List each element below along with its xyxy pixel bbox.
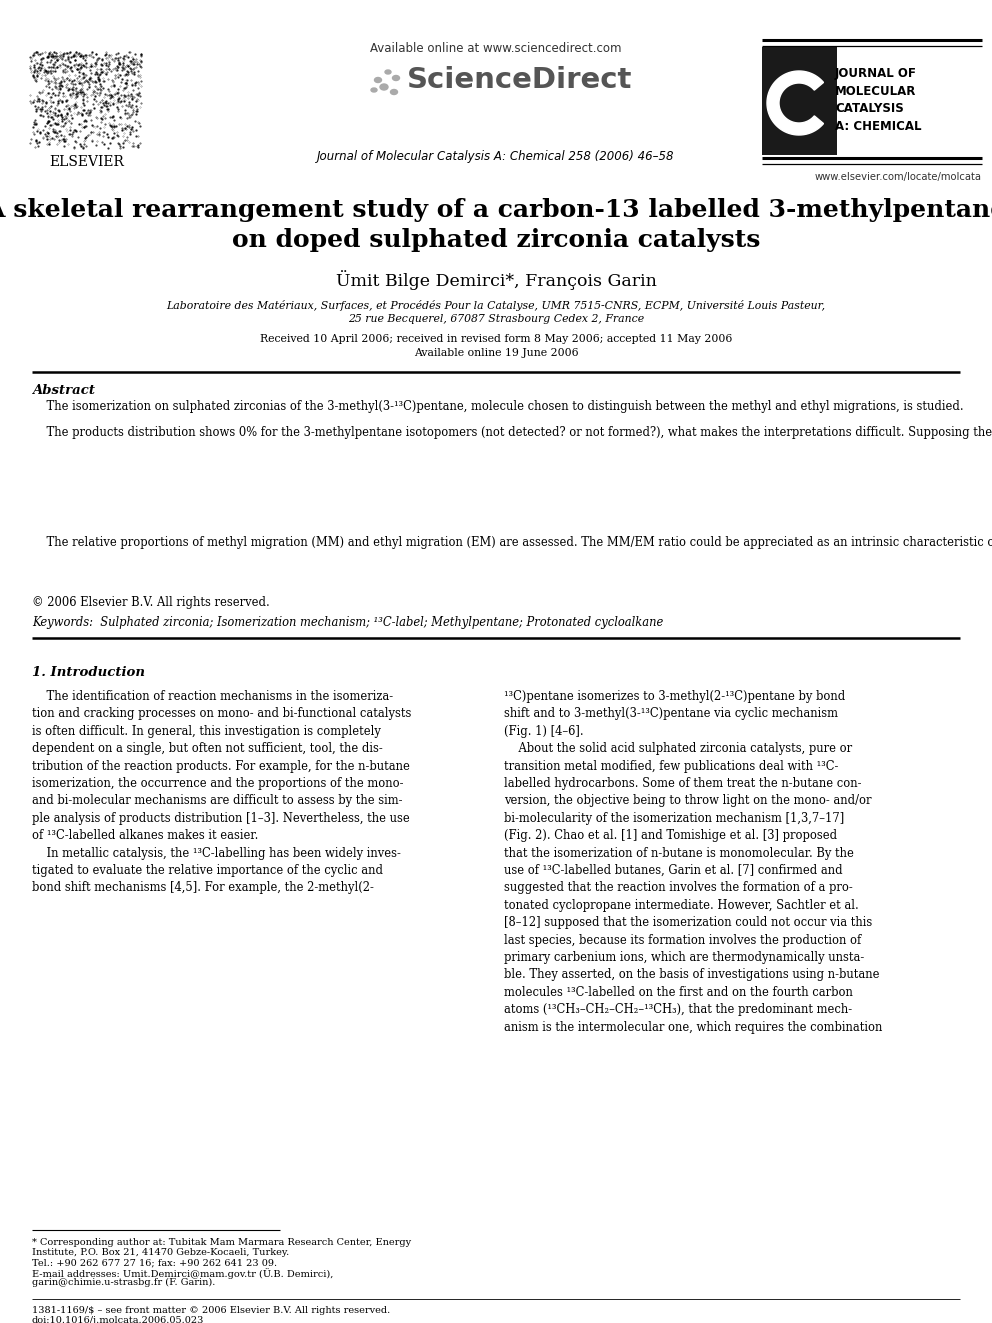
Text: * Corresponding author at: Tubitak Mam Marmara Research Center, Energy: * Corresponding author at: Tubitak Mam M…	[32, 1238, 411, 1248]
Text: The products distribution shows 0% for the 3-methylpentane isotopomers (not dete: The products distribution shows 0% for t…	[32, 426, 992, 439]
Ellipse shape	[393, 75, 400, 81]
Text: Ümit Bilge Demirci*, François Garin: Ümit Bilge Demirci*, François Garin	[335, 270, 657, 290]
Ellipse shape	[385, 70, 391, 74]
Text: © 2006 Elsevier B.V. All rights reserved.: © 2006 Elsevier B.V. All rights reserved…	[32, 595, 270, 609]
Text: Available online at www.sciencedirect.com: Available online at www.sciencedirect.co…	[370, 42, 622, 56]
Polygon shape	[767, 71, 823, 135]
Text: The isomerization on sulphated zirconias of the 3-methyl(3-¹³C)pentane, molecule: The isomerization on sulphated zirconias…	[32, 400, 963, 413]
Text: garin@chimie.u-strasbg.fr (F. Garin).: garin@chimie.u-strasbg.fr (F. Garin).	[32, 1278, 215, 1287]
Text: Keywords:  Sulphated zirconia; Isomerization mechanism; ¹³C-label; Methylpentane: Keywords: Sulphated zirconia; Isomerizat…	[32, 617, 664, 628]
Text: JOURNAL OF
MOLECULAR
CATALYSIS
A: CHEMICAL: JOURNAL OF MOLECULAR CATALYSIS A: CHEMIC…	[835, 67, 922, 132]
Text: Tel.: +90 262 677 27 16; fax: +90 262 641 23 09.: Tel.: +90 262 677 27 16; fax: +90 262 64…	[32, 1258, 277, 1267]
Text: A skeletal rearrangement study of a carbon-13 labelled 3-methylpentane: A skeletal rearrangement study of a carb…	[0, 198, 992, 222]
Text: www.elsevier.com/locate/molcata: www.elsevier.com/locate/molcata	[815, 172, 982, 183]
Text: ¹³C)pentane isomerizes to 3-methyl(2-¹³C)pentane by bond
shift and to 3-methyl(3: ¹³C)pentane isomerizes to 3-methyl(2-¹³C…	[504, 691, 882, 1033]
Text: Received 10 April 2006; received in revised form 8 May 2006; accepted 11 May 200: Received 10 April 2006; received in revi…	[260, 333, 732, 344]
Ellipse shape	[375, 78, 382, 82]
Text: 25 rue Becquerel, 67087 Strasbourg Cedex 2, France: 25 rue Becquerel, 67087 Strasbourg Cedex…	[348, 314, 644, 324]
Text: Abstract: Abstract	[32, 384, 95, 397]
Text: Available online 19 June 2006: Available online 19 June 2006	[414, 348, 578, 359]
Ellipse shape	[380, 83, 388, 90]
Bar	[762, 48, 837, 155]
Ellipse shape	[391, 90, 398, 94]
Text: doi:10.1016/j.molcata.2006.05.023: doi:10.1016/j.molcata.2006.05.023	[32, 1316, 204, 1323]
Text: ScienceDirect: ScienceDirect	[407, 66, 632, 94]
Text: Journal of Molecular Catalysis A: Chemical 258 (2006) 46–58: Journal of Molecular Catalysis A: Chemic…	[317, 149, 675, 163]
Text: Institute, P.O. Box 21, 41470 Gebze-Kocaeli, Turkey.: Institute, P.O. Box 21, 41470 Gebze-Koca…	[32, 1248, 290, 1257]
Text: E-mail addresses: Umit.Demirci@mam.gov.tr (Ü.B. Demirci),: E-mail addresses: Umit.Demirci@mam.gov.t…	[32, 1267, 333, 1279]
Text: The relative proportions of methyl migration (MM) and ethyl migration (EM) are a: The relative proportions of methyl migra…	[32, 536, 992, 549]
Text: ELSEVIER: ELSEVIER	[50, 155, 124, 169]
Text: Laboratoire des Matériaux, Surfaces, et Procédés Pour la Catalyse, UMR 7515-CNRS: Laboratoire des Matériaux, Surfaces, et …	[167, 300, 825, 311]
Text: on doped sulphated zirconia catalysts: on doped sulphated zirconia catalysts	[232, 228, 760, 251]
Text: The identification of reaction mechanisms in the isomeriza-
tion and cracking pr: The identification of reaction mechanism…	[32, 691, 412, 894]
Text: 1381-1169/$ – see front matter © 2006 Elsevier B.V. All rights reserved.: 1381-1169/$ – see front matter © 2006 El…	[32, 1306, 390, 1315]
Text: 1. Introduction: 1. Introduction	[32, 665, 145, 679]
Ellipse shape	[371, 89, 377, 93]
